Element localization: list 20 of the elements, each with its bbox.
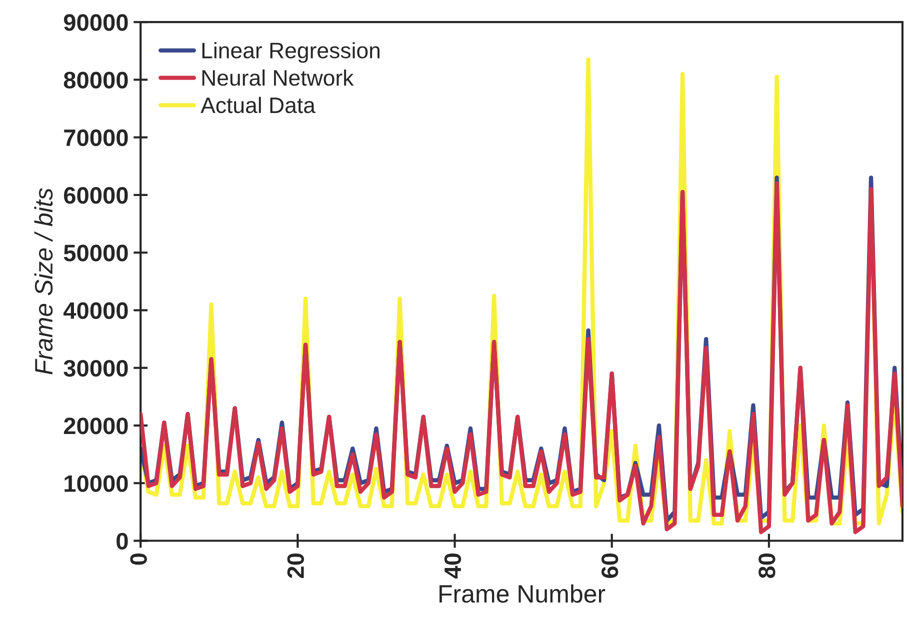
y-tick-label: 40000 [63, 302, 128, 320]
y-tick-label: 60000 [64, 187, 128, 204]
x-tick-label: 40 [444, 554, 462, 578]
x-tick-label: 20 [287, 554, 304, 578]
y-tick-label: 90000 [64, 14, 128, 31]
x-tick-label: 80 [758, 554, 776, 578]
y-tick-label: 70000 [64, 129, 128, 146]
y-tick-label: 0 [116, 532, 128, 550]
legend-label: Neural Network [202, 69, 354, 86]
y-tick-label: 20000 [64, 418, 128, 434]
y-tick-label: 50000 [64, 244, 128, 262]
x-tick-label: 0 [130, 554, 147, 565]
legend-label: Actual Data [200, 96, 316, 114]
x-tick-label: 60 [601, 554, 618, 578]
y-tick-label: 80000 [64, 72, 128, 89]
y-tick-label: 10000 [64, 475, 128, 492]
y-tick-label: 30000 [64, 360, 128, 377]
legend-label: Linear Regression [202, 42, 380, 63]
y-axis-title: Frame Size / bits [34, 188, 53, 374]
x-axis-title: Frame Number [440, 584, 606, 603]
